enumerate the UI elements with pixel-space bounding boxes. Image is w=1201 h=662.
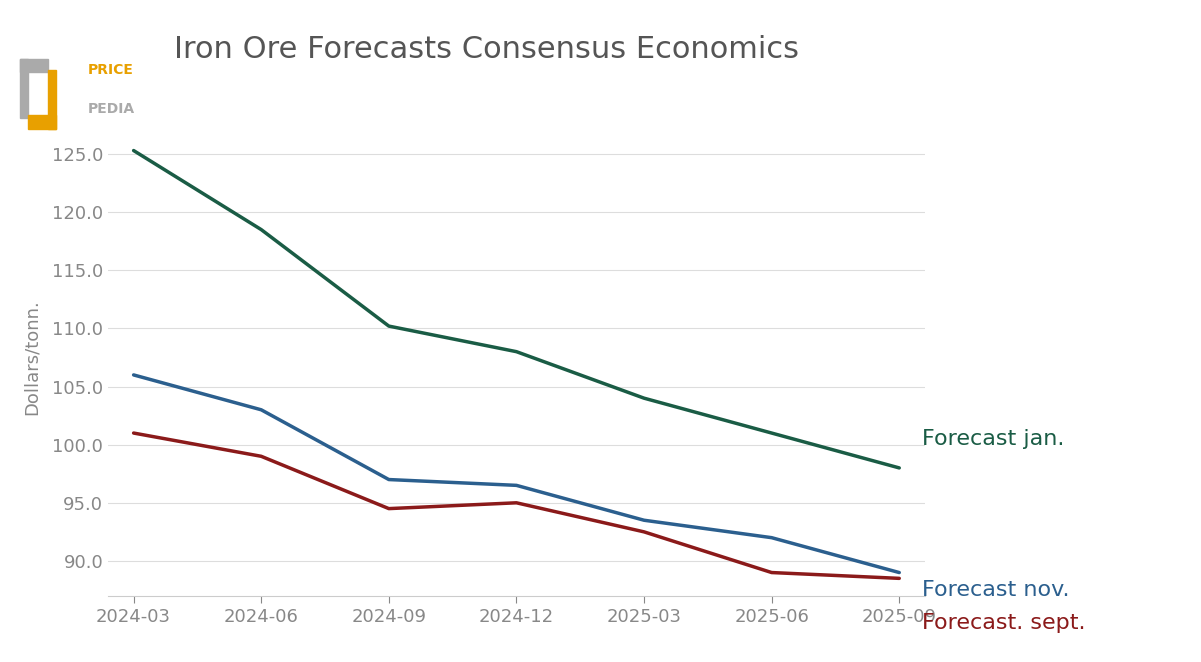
Text: Forecast jan.: Forecast jan. (922, 429, 1064, 449)
Bar (48, 70, 55, 128)
Bar (20, 59, 28, 118)
Bar (28, 115, 55, 128)
Bar (20, 59, 48, 72)
Y-axis label: Dollars/tonn.: Dollars/tonn. (23, 300, 41, 415)
Text: Iron Ore Forecasts Consensus Economics: Iron Ore Forecasts Consensus Economics (174, 35, 799, 64)
Text: PEDIA: PEDIA (88, 102, 135, 117)
Text: Forecast nov.: Forecast nov. (922, 580, 1070, 600)
Text: Forecast. sept.: Forecast. sept. (922, 612, 1086, 632)
Text: PRICE: PRICE (88, 62, 133, 77)
